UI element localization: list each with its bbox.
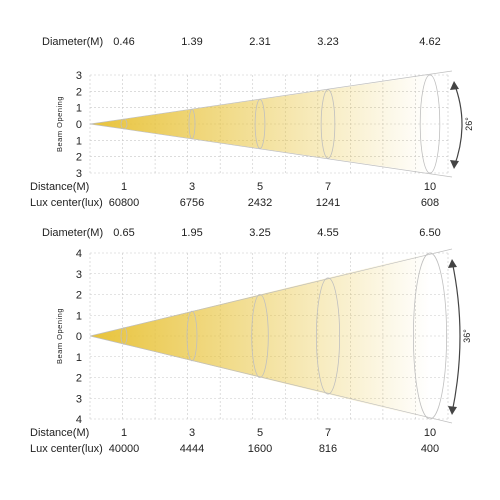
distance-value: 5 [257, 427, 263, 439]
beam-edge [89, 335, 453, 424]
y-tick-label: 1 [76, 103, 82, 115]
distance-label: Distance(M) [30, 181, 89, 193]
arrow-down-icon [448, 406, 457, 415]
distance-label: Distance(M) [30, 427, 89, 439]
beam-cone [90, 75, 430, 173]
y-tick-label: 0 [76, 119, 82, 131]
y-tick-label: 3 [76, 168, 82, 180]
beam-cross-section [188, 108, 196, 140]
beam-cone [90, 253, 430, 419]
beam-angle-arc [453, 82, 463, 168]
y-tick-label: 1 [76, 352, 82, 364]
beam-cross-section [315, 277, 341, 395]
beam-cross-section [186, 310, 198, 362]
diameter-value: 6.50 [419, 227, 440, 239]
y-tick-label: 3 [76, 269, 82, 281]
y-tick-label: 2 [76, 290, 82, 302]
lux-value: 2432 [248, 197, 272, 209]
beam-edge [89, 123, 453, 178]
beam-edge [89, 70, 453, 125]
y-tick-label: 1 [76, 310, 82, 322]
y-tick-label: 3 [76, 393, 82, 405]
beam-angle-arc [451, 260, 461, 414]
diameter-value: 3.23 [317, 36, 338, 48]
diameter-value: 1.39 [181, 36, 202, 48]
beam-cross-section [412, 252, 447, 420]
distance-value: 5 [257, 181, 263, 193]
distance-value: 10 [424, 427, 436, 439]
y-tick-label: 3 [76, 70, 82, 82]
distance-value: 1 [121, 181, 127, 193]
lux-value: 608 [421, 197, 439, 209]
y-tick-label: 4 [76, 248, 82, 260]
diameter-label: Diameter(M) [42, 36, 103, 48]
diameter-value: 4.62 [419, 36, 440, 48]
beam-angle-label: 26° [464, 117, 474, 131]
distance-value: 7 [325, 427, 331, 439]
arrow-up-icon [448, 259, 457, 268]
axis-label: Beam Opening [55, 96, 64, 152]
beam-cross-section [419, 74, 441, 174]
arrow-up-icon [450, 81, 459, 90]
y-tick-label: 2 [76, 152, 82, 164]
lux-value: 1600 [248, 443, 272, 455]
distance-value: 3 [189, 181, 195, 193]
lux-value: 400 [421, 443, 439, 455]
diameter-value: 4.55 [317, 227, 338, 239]
y-tick-label: 4 [76, 414, 82, 426]
beam-edge [89, 248, 453, 337]
diameter-label: Diameter(M) [42, 227, 103, 239]
diameter-value: 2.31 [249, 36, 270, 48]
beam-angle-label: 36° [462, 329, 472, 343]
lux-value: 1241 [316, 197, 340, 209]
axis-label: Beam Opening [55, 308, 64, 364]
lux-value: 40000 [109, 443, 140, 455]
y-tick-label: 1 [76, 135, 82, 147]
lux-value: 4444 [180, 443, 204, 455]
beam-cross-section [120, 327, 128, 345]
diameter-value: 1.95 [181, 227, 202, 239]
arrow-down-icon [450, 160, 459, 169]
diameter-value: 3.25 [249, 227, 270, 239]
beam-cross-section [251, 294, 269, 378]
lux-value: 816 [319, 443, 337, 455]
beam-cross-section [120, 118, 128, 130]
y-tick-label: 0 [76, 331, 82, 343]
lux-label: Lux center(lux) [30, 443, 103, 455]
distance-value: 10 [424, 181, 436, 193]
diameter-value: 0.46 [113, 36, 134, 48]
distance-value: 1 [121, 427, 127, 439]
lux-label: Lux center(lux) [30, 197, 103, 209]
y-tick-label: 2 [76, 373, 82, 385]
distance-value: 7 [325, 181, 331, 193]
y-tick-label: 2 [76, 86, 82, 98]
lux-value: 6756 [180, 197, 204, 209]
beam-cross-section [254, 99, 266, 149]
lux-value: 60800 [109, 197, 140, 209]
diameter-value: 0.65 [113, 227, 134, 239]
distance-value: 3 [189, 427, 195, 439]
beam-cross-section [320, 89, 336, 159]
